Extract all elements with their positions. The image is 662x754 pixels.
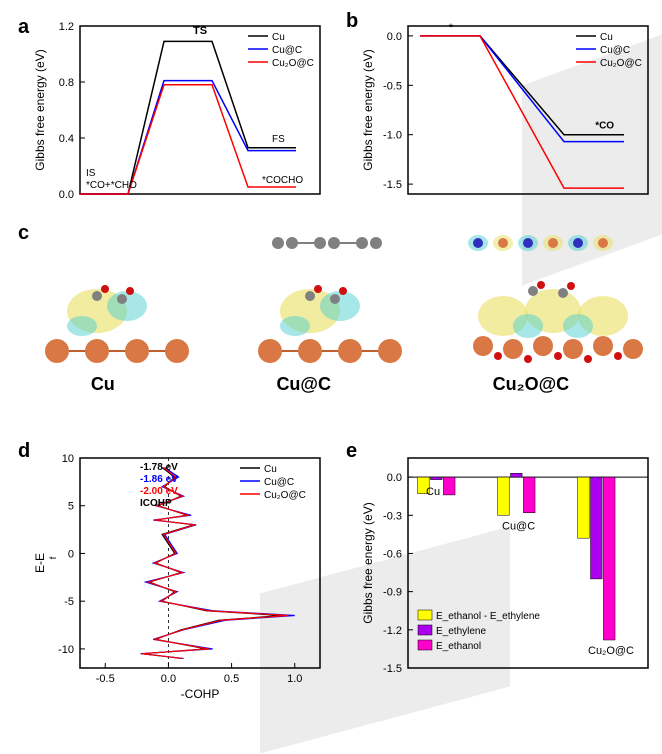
svg-text:Gibbs free energy (eV): Gibbs free energy (eV) xyxy=(361,502,375,623)
panel-b-label: b xyxy=(346,10,358,33)
svg-text:5: 5 xyxy=(68,501,74,513)
svg-text:Cu: Cu xyxy=(264,464,277,475)
svg-text:Gibbs free energy (eV): Gibbs free energy (eV) xyxy=(361,49,375,170)
svg-text:Cu@C: Cu@C xyxy=(502,520,535,532)
svg-text:E_ethylene: E_ethylene xyxy=(436,626,486,637)
svg-text:Cu: Cu xyxy=(272,32,285,43)
cu-label: Cu xyxy=(91,374,115,395)
carbon-chain-icon xyxy=(240,235,420,256)
svg-text:0.8: 0.8 xyxy=(59,77,74,89)
svg-text:0.0: 0.0 xyxy=(161,673,176,685)
svg-text:Cu₂O@C: Cu₂O@C xyxy=(600,58,642,69)
svg-text:E-E: E-E xyxy=(33,553,47,573)
svg-text:-1.2: -1.2 xyxy=(383,625,402,637)
svg-text:Cu: Cu xyxy=(426,486,440,498)
svg-text:*CO: *CO xyxy=(595,121,614,132)
svg-text:1.0: 1.0 xyxy=(287,673,302,685)
panel-c-label: c xyxy=(18,222,29,245)
svg-text:E_ethanol - E_ethylene: E_ethanol - E_ethylene xyxy=(436,611,540,622)
svg-text:TS: TS xyxy=(193,25,207,37)
svg-text:-10: -10 xyxy=(58,644,74,656)
svg-text:f: f xyxy=(48,556,58,559)
cu2o-chain-icon xyxy=(453,231,633,260)
svg-text:-0.5: -0.5 xyxy=(96,673,115,685)
svg-text:-1.86 eV: -1.86 eV xyxy=(140,474,178,485)
svg-text:0.5: 0.5 xyxy=(224,673,239,685)
panel-a-chart: 0.0 0.4 0.8 1.2 Gibbs free energy (eV) Cu Cu@… xyxy=(30,14,330,214)
svg-text:-1.78 eV: -1.78 eV xyxy=(140,462,178,473)
svg-text:*COCHO: *COCHO xyxy=(262,175,303,186)
svg-text:-1.5: -1.5 xyxy=(383,179,402,191)
svg-text:0.0: 0.0 xyxy=(59,189,74,201)
panel-c-images: Cu Cu@C Cu₂O@C xyxy=(10,230,650,395)
svg-text:-0.3: -0.3 xyxy=(383,510,402,522)
svg-text:-2.00 eV: -2.00 eV xyxy=(140,486,178,497)
svg-text:-0.9: -0.9 xyxy=(383,587,402,599)
svg-text:0.4: 0.4 xyxy=(59,133,74,145)
panel-d-chart: -10 -5 0 5 10 -0.5 0.0 0.5 1.0 E-Ef -COHP -1.78 eV… xyxy=(30,448,330,698)
svg-text:Cu₂O@C: Cu₂O@C xyxy=(264,490,306,501)
svg-text:-1.0: -1.0 xyxy=(383,130,402,142)
svg-text:-5: -5 xyxy=(64,596,74,608)
svg-text:FS: FS xyxy=(272,134,285,145)
svg-text:-COHP: -COHP xyxy=(181,687,220,698)
svg-text:-0.5: -0.5 xyxy=(383,80,402,92)
svg-text:10: 10 xyxy=(62,453,74,465)
svg-text:Cu@C: Cu@C xyxy=(600,45,630,56)
svg-text:ICOHP: ICOHP xyxy=(140,498,172,509)
svg-text:*: * xyxy=(449,22,454,34)
panel-b-chart: 0.0 -0.5 -1.0 -1.5 Gibbs free energy (eV) Cu… xyxy=(358,14,658,214)
svg-text:-0.6: -0.6 xyxy=(383,548,402,560)
svg-text:0.0: 0.0 xyxy=(387,472,402,484)
cu-at-c-label: Cu@C xyxy=(276,374,331,395)
panel-a-label: a xyxy=(18,16,29,39)
svg-text:0: 0 xyxy=(68,548,74,560)
svg-text:Cu₂O@C: Cu₂O@C xyxy=(588,645,634,657)
svg-text:1.2: 1.2 xyxy=(59,21,74,33)
svg-text:*CO+*CHO: *CO+*CHO xyxy=(86,180,137,191)
cu2o-at-c-structure xyxy=(453,271,633,361)
panel-e-chart: 0.0 -0.3 -0.6 -0.9 -1.2 -1.5 Gibbs free energy… xyxy=(358,448,658,698)
svg-text:Cu@C: Cu@C xyxy=(272,45,302,56)
svg-text:Cu₂O@C: Cu₂O@C xyxy=(272,58,314,69)
svg-text:Cu@C: Cu@C xyxy=(264,477,294,488)
svg-text:-1.5: -1.5 xyxy=(383,663,402,675)
svg-text:0.0: 0.0 xyxy=(387,31,402,43)
cu-structure xyxy=(27,271,207,361)
svg-text:IS: IS xyxy=(86,168,96,179)
svg-text:Cu: Cu xyxy=(600,32,613,43)
panel-d-label: d xyxy=(18,440,30,463)
svg-text:E_ethanol: E_ethanol xyxy=(436,641,481,652)
svg-text:Gibbs free energy (eV): Gibbs free energy (eV) xyxy=(33,49,47,170)
cu-at-c-structure xyxy=(240,271,420,361)
cu2o-at-c-label: Cu₂O@C xyxy=(493,374,570,395)
panel-e-label: e xyxy=(346,440,357,463)
